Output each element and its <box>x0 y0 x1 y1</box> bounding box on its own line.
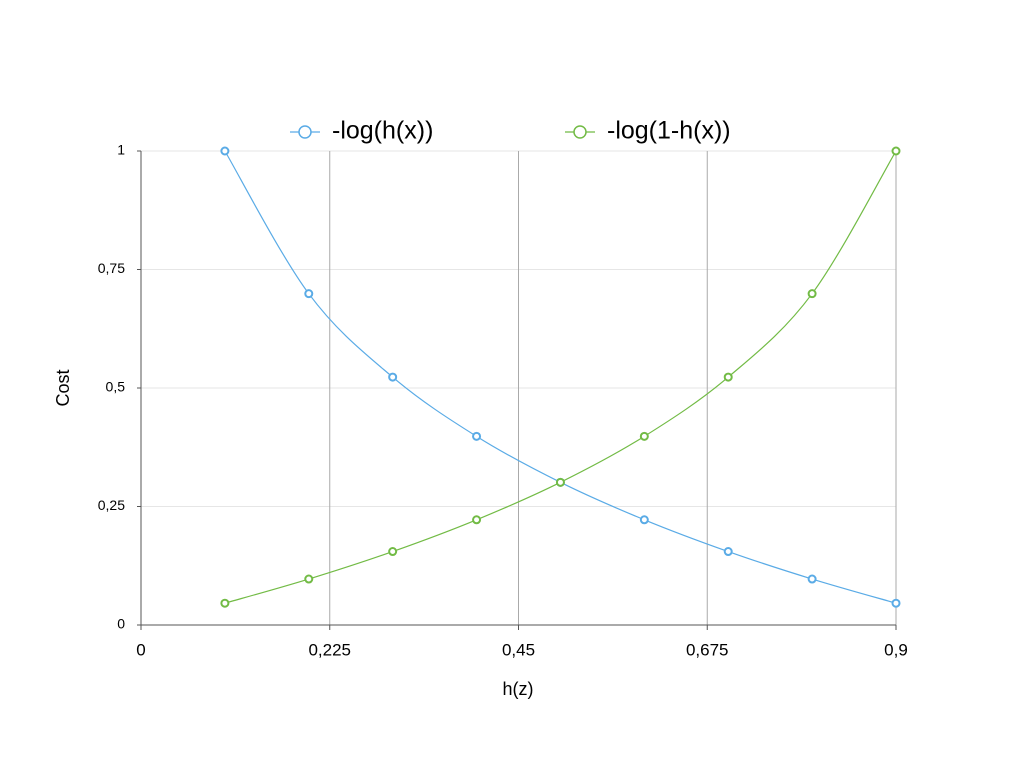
legend-marker <box>573 125 587 139</box>
point <box>220 146 230 156</box>
y-tick-label: 0,75 <box>98 260 125 276</box>
point <box>807 289 817 299</box>
point <box>472 431 482 441</box>
line <box>224 150 897 604</box>
point <box>555 477 565 487</box>
point <box>639 431 649 441</box>
point <box>807 574 817 584</box>
x-tick-label: 0,225 <box>308 640 351 659</box>
x-tick-label: 0,9 <box>884 640 908 659</box>
line <box>224 150 897 604</box>
legend-marker <box>298 125 312 139</box>
point <box>723 372 733 382</box>
y-tick-label: 0,5 <box>106 379 126 395</box>
y-tick-label: 0,25 <box>98 497 125 513</box>
point <box>891 598 901 608</box>
y-axis-title: Cost <box>53 369 73 406</box>
y-tick-label: 1 <box>117 142 125 158</box>
point <box>304 289 314 299</box>
point <box>388 547 398 557</box>
point <box>220 598 230 608</box>
legend-label: -log(1-h(x)) <box>607 117 731 145</box>
point <box>304 574 314 584</box>
point <box>639 515 649 525</box>
legend-label: -log(h(x)) <box>332 117 433 145</box>
point <box>388 372 398 382</box>
x-tick-label: 0,675 <box>686 640 729 659</box>
x-tick-label: 0 <box>136 640 145 659</box>
point <box>723 547 733 557</box>
x-tick-label: 0,45 <box>502 640 535 659</box>
y-tick-label: 0 <box>117 616 125 632</box>
point <box>891 146 901 156</box>
x-axis-title: h(z) <box>503 679 534 699</box>
point <box>472 515 482 525</box>
